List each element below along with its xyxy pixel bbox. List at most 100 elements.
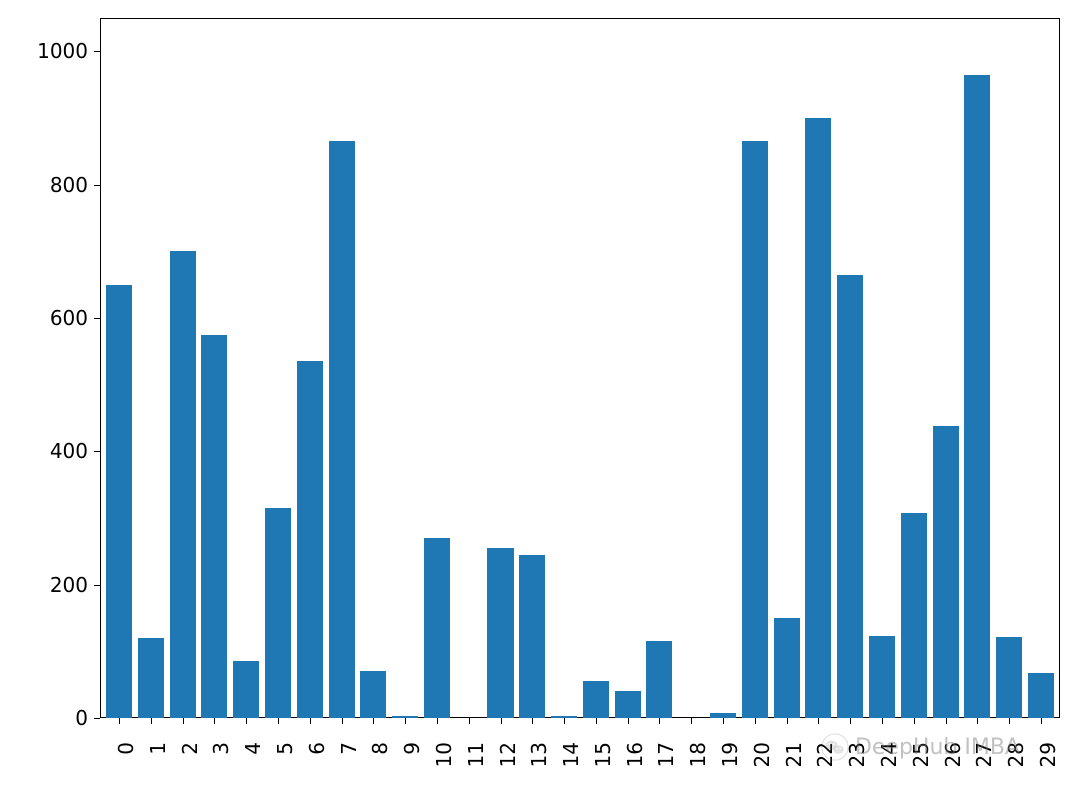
figure: 02004006008001000 0123456789101112131415… [0, 0, 1080, 791]
x-tick-label: 21 [782, 742, 806, 767]
x-tick-label: 8 [368, 742, 392, 755]
y-tick-label: 0 [0, 706, 88, 730]
x-tick-mark [214, 718, 215, 724]
bar [964, 75, 990, 718]
y-tick-label: 400 [0, 439, 88, 463]
bar [805, 118, 831, 718]
y-tick-label: 200 [0, 573, 88, 597]
x-tick-label: 10 [432, 742, 456, 767]
y-tick-mark [94, 318, 100, 319]
bar [551, 716, 577, 718]
x-tick-label: 27 [972, 742, 996, 767]
bar [329, 141, 355, 718]
bar [487, 548, 513, 718]
x-tick-mark [628, 718, 629, 724]
x-tick-mark [405, 718, 406, 724]
x-tick-label: 19 [718, 742, 742, 767]
bar [1028, 673, 1054, 718]
bar [583, 681, 609, 718]
bar [901, 513, 927, 718]
y-tick-mark [94, 51, 100, 52]
y-tick-label: 600 [0, 306, 88, 330]
x-tick-label: 22 [813, 742, 837, 767]
x-tick-mark [755, 718, 756, 724]
x-tick-mark [723, 718, 724, 724]
x-tick-label: 0 [114, 742, 138, 755]
x-tick-mark [119, 718, 120, 724]
x-tick-mark [373, 718, 374, 724]
x-tick-label: 5 [273, 742, 297, 755]
bar [710, 713, 736, 718]
bar [360, 671, 386, 718]
x-tick-mark [977, 718, 978, 724]
bar [519, 555, 545, 718]
x-tick-label: 4 [241, 742, 265, 755]
x-tick-mark [914, 718, 915, 724]
x-tick-mark [437, 718, 438, 724]
x-tick-mark [882, 718, 883, 724]
y-tick-mark [94, 585, 100, 586]
x-tick-label: 6 [305, 742, 329, 755]
x-tick-label: 23 [845, 742, 869, 767]
x-tick-label: 14 [559, 742, 583, 767]
x-tick-label: 28 [1004, 742, 1028, 767]
bar [392, 716, 418, 718]
bar [233, 661, 259, 718]
x-tick-mark [469, 718, 470, 724]
x-tick-mark [659, 718, 660, 724]
bar [170, 251, 196, 718]
x-tick-label: 1 [146, 742, 170, 755]
bar [774, 618, 800, 718]
x-tick-label: 24 [877, 742, 901, 767]
x-tick-label: 12 [496, 742, 520, 767]
bar [996, 637, 1022, 718]
y-tick-label: 800 [0, 173, 88, 197]
x-tick-label: 13 [527, 742, 551, 767]
x-tick-label: 11 [464, 742, 488, 767]
x-tick-mark [1009, 718, 1010, 724]
bar [297, 361, 323, 718]
bar [869, 636, 895, 718]
y-tick-mark [94, 451, 100, 452]
x-tick-label: 7 [337, 742, 361, 755]
x-tick-mark [1041, 718, 1042, 724]
x-tick-label: 29 [1036, 742, 1060, 767]
y-tick-mark [94, 718, 100, 719]
x-tick-label: 2 [178, 742, 202, 755]
x-tick-mark [532, 718, 533, 724]
y-tick-label: 1000 [0, 39, 88, 63]
x-tick-mark [151, 718, 152, 724]
bar [201, 335, 227, 718]
x-tick-label: 15 [591, 742, 615, 767]
x-tick-mark [278, 718, 279, 724]
x-tick-mark [564, 718, 565, 724]
x-tick-label: 16 [623, 742, 647, 767]
x-tick-label: 25 [909, 742, 933, 767]
x-tick-label: 20 [750, 742, 774, 767]
x-tick-mark [691, 718, 692, 724]
bar [138, 638, 164, 718]
x-tick-label: 18 [686, 742, 710, 767]
x-tick-mark [246, 718, 247, 724]
bar [742, 141, 768, 718]
x-tick-label: 9 [400, 742, 424, 755]
bar [265, 508, 291, 718]
y-tick-mark [94, 185, 100, 186]
x-tick-mark [850, 718, 851, 724]
bar [615, 691, 641, 718]
x-tick-label: 26 [941, 742, 965, 767]
bar [424, 538, 450, 718]
x-tick-mark [310, 718, 311, 724]
bar [646, 641, 672, 718]
bar [837, 275, 863, 718]
x-tick-mark [596, 718, 597, 724]
x-tick-mark [183, 718, 184, 724]
x-tick-label: 3 [209, 742, 233, 755]
x-tick-mark [818, 718, 819, 724]
bar [933, 426, 959, 718]
x-tick-mark [946, 718, 947, 724]
bar [106, 285, 132, 718]
x-tick-label: 17 [654, 742, 678, 767]
x-tick-mark [787, 718, 788, 724]
x-tick-mark [501, 718, 502, 724]
